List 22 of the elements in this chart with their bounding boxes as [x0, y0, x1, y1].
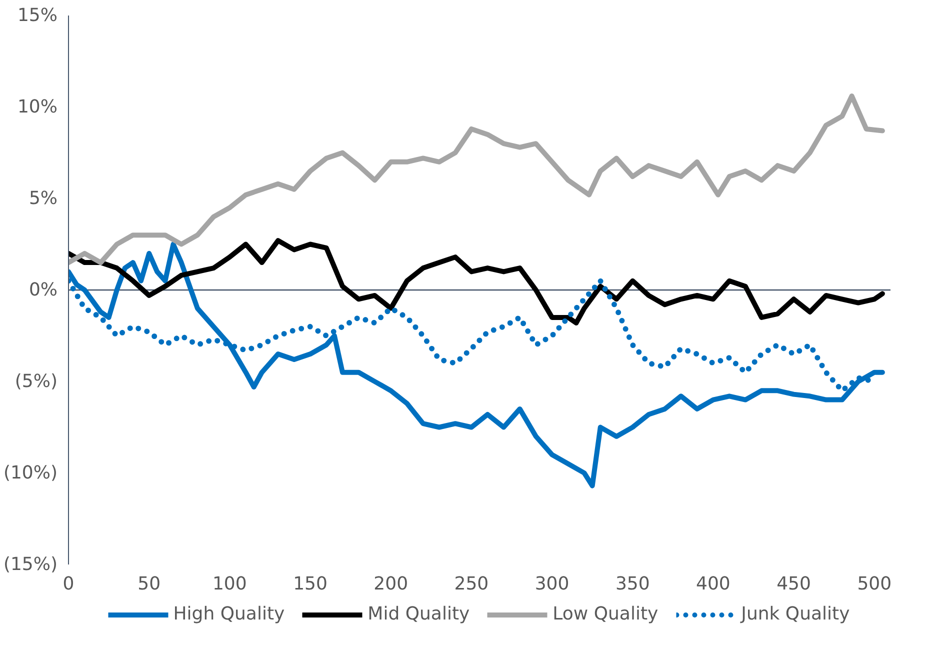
- legend-label: High Quality: [173, 604, 285, 624]
- legend-label: Low Quality: [552, 604, 658, 624]
- y-tick-label: 5%: [28, 188, 58, 209]
- x-tick-label: 100: [212, 574, 247, 594]
- x-tick-label: 200: [374, 574, 408, 594]
- y-tick-label: 15%: [17, 5, 58, 26]
- x-tick-label: 150: [293, 574, 328, 594]
- y-tick-label: 0%: [28, 280, 58, 300]
- legend-label: Mid Quality: [368, 604, 470, 624]
- x-tick-label: 450: [776, 574, 811, 594]
- y-tick-label: (15%): [3, 554, 58, 575]
- x-tick-label: 250: [454, 574, 489, 594]
- y-tick-label: 10%: [17, 96, 58, 118]
- x-tick-label: 400: [696, 574, 730, 594]
- x-tick-label: 0: [62, 574, 74, 594]
- x-tick-label: 50: [138, 574, 161, 594]
- x-tick-label: 300: [534, 574, 570, 594]
- x-tick-label: 500: [857, 574, 892, 594]
- y-tick-label: (5%): [14, 371, 58, 392]
- legend-label: Junk Quality: [741, 604, 850, 624]
- y-tick-label: (10%): [3, 462, 58, 484]
- x-tick-label: 350: [615, 574, 650, 594]
